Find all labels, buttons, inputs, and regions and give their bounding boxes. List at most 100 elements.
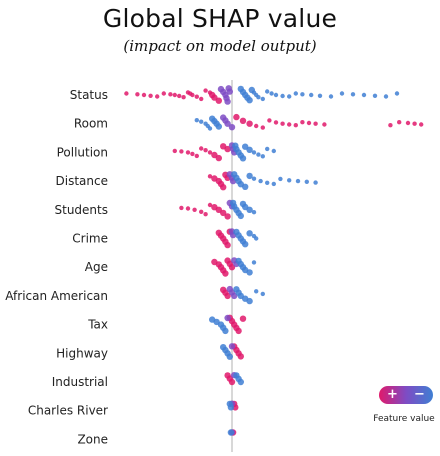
shap-point-students [246, 206, 253, 213]
shap-point-status [293, 91, 298, 96]
shap-point-highway [237, 353, 244, 360]
shap-point-status [339, 91, 345, 96]
shap-point-status [372, 93, 378, 99]
shap-point-room [228, 124, 236, 131]
shap-point-students [185, 206, 191, 211]
shap-point-pollution [246, 146, 253, 153]
shap-point-room [254, 123, 259, 129]
shap-point-status [161, 91, 166, 96]
shap-point-room [207, 126, 213, 131]
shap-point-distance [220, 184, 227, 191]
feature-label-pollution: Pollution [57, 145, 108, 159]
shap-point-status [309, 92, 314, 98]
shap-point-status [190, 92, 195, 98]
shap-point-status [265, 89, 270, 94]
row-distance [207, 171, 318, 191]
row-highway [220, 343, 244, 360]
feature-label-industrial: Industrial [52, 375, 108, 389]
shap-point-status [317, 93, 323, 99]
shap-point-students [207, 202, 213, 208]
shap-point-status [177, 93, 182, 99]
feature-label-zone: Zone [77, 432, 108, 446]
shap-point-crime [254, 236, 259, 241]
shap-point-room [313, 121, 318, 126]
shap-point-status [172, 92, 177, 98]
shap-point-distance [313, 180, 318, 185]
legend-label: Feature value [373, 414, 435, 424]
feature-label-charles-river: Charles River [28, 404, 108, 418]
shap-point-pollution [224, 145, 231, 153]
shap-points [124, 85, 424, 436]
row-african-american [220, 285, 265, 305]
shap-point-distance [251, 176, 257, 181]
shap-point-students [179, 205, 184, 211]
shap-point-status [273, 92, 279, 98]
shap-point-status [287, 94, 292, 99]
row-pollution [172, 142, 276, 162]
shap-point-room [239, 117, 247, 125]
feature-label-status: Status [70, 88, 108, 102]
shap-point-students [199, 209, 204, 214]
shap-point-students [192, 207, 197, 212]
feature-label-room: Room [74, 117, 108, 131]
row-status [124, 85, 400, 105]
shap-point-industrial [228, 378, 236, 386]
shap-point-room [260, 125, 265, 130]
shap-point-pollution [185, 150, 191, 155]
shap-point-room [215, 123, 222, 130]
shap-point-african-american [231, 292, 238, 300]
shap-point-highway [228, 343, 236, 350]
shap-point-room [194, 118, 199, 123]
shap-point-status [215, 97, 222, 104]
shap-point-pollution [271, 148, 276, 154]
shap-point-pollution [260, 154, 265, 159]
shap-point-room [287, 122, 292, 127]
shap-point-pollution [265, 146, 270, 152]
shap-point-status [383, 94, 389, 99]
shap-point-pollution [239, 155, 247, 162]
shap-point-room [246, 120, 253, 127]
row-zone [227, 429, 237, 436]
shap-point-distance [265, 180, 270, 185]
shap-point-status [361, 92, 367, 98]
legend-low-symbol: − [414, 387, 425, 402]
shap-point-pollution [251, 150, 257, 155]
shap-point-pollution [199, 146, 204, 151]
shap-point-distance [207, 174, 213, 179]
shap-point-room [199, 119, 204, 124]
shap-point-status [203, 88, 208, 93]
shap-point-status [124, 91, 129, 96]
row-charles-river [226, 400, 239, 411]
shap-point-students [224, 213, 231, 220]
shap-point-distance [242, 183, 249, 190]
shap-point-tax [222, 327, 229, 335]
shap-point-pollution [190, 151, 195, 157]
feature-label-african-american: African American [5, 289, 108, 303]
shap-point-students [203, 212, 208, 217]
shap-point-status [194, 94, 199, 99]
shap-point-room [397, 120, 402, 125]
shap-point-age [228, 264, 236, 271]
shap-point-distance [258, 178, 263, 184]
feature-labels: Status Room Pollution Distance Students Crime… [5, 88, 108, 446]
chart-title: Global SHAP value [102, 4, 338, 33]
shap-point-status [394, 91, 400, 96]
shap-point-room [412, 121, 417, 126]
shap-point-zone [227, 429, 235, 436]
shap-point-african-american [254, 289, 259, 294]
shap-point-room [300, 120, 305, 125]
shap-point-room [306, 120, 312, 126]
shap-point-status [135, 92, 140, 97]
feature-label-highway: Highway [56, 346, 108, 360]
shap-point-status [246, 97, 253, 104]
shap-point-tax [224, 314, 231, 322]
shap-point-room [267, 118, 272, 123]
shap-point-room [293, 123, 298, 128]
shap-point-age [246, 269, 253, 276]
shap-point-industrial [237, 378, 244, 386]
row-crime [215, 228, 259, 249]
row-age [211, 257, 257, 277]
chart-subtitle: (impact on model output) [123, 37, 317, 55]
shap-point-tax [239, 315, 247, 322]
